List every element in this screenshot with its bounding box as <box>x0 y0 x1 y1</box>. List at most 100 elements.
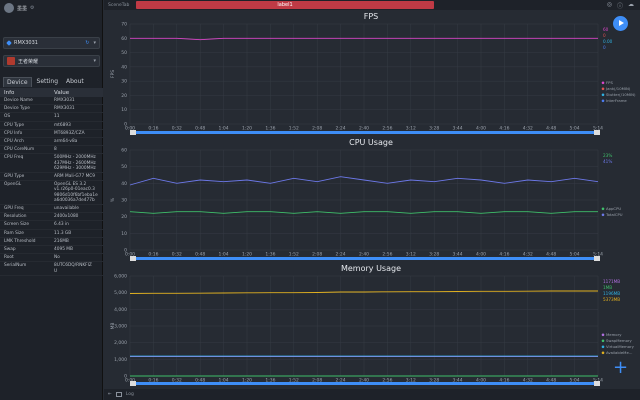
fps-timeline-scrollbar[interactable] <box>130 130 600 135</box>
current-value-label: 60 <box>603 27 609 32</box>
memory-timeline-scrollbar[interactable] <box>130 381 600 386</box>
x-tick-label: 2:24 <box>336 378 346 384</box>
fps-chart-title: FPS <box>363 12 379 21</box>
tab-device[interactable]: Device <box>3 77 32 87</box>
current-value-label: 0 <box>603 33 606 38</box>
legend-entry: InterFrame <box>606 98 627 103</box>
current-value-label: 1196MB <box>603 291 620 296</box>
row-key: Screen Size <box>4 222 29 228</box>
device-info-table: Info Value Device Name RMX3031 Device Type… <box>0 88 103 276</box>
x-tick-label: 4:16 <box>499 378 509 384</box>
x-tick-label: 2:56 <box>382 252 392 258</box>
row-value: No <box>54 255 60 261</box>
table-header: Info Value <box>0 88 103 97</box>
legend-entry: AppCPU <box>606 206 621 211</box>
scene-tab[interactable]: SceneTab <box>108 2 130 8</box>
device-select[interactable]: RMX3031 ↻ ▾ <box>3 37 100 49</box>
y-tick-label: 6,000 <box>114 274 127 280</box>
x-tick-label: 4:32 <box>523 252 533 258</box>
y-tick-label: 0 <box>124 248 127 254</box>
row-value: RMX3031 <box>54 106 75 112</box>
series-line-1 <box>129 176 599 186</box>
x-tick-label: 3:12 <box>406 126 416 132</box>
row-key: Device Type <box>4 106 30 112</box>
refresh-icon[interactable]: ↻ <box>85 40 90 46</box>
x-tick-label: 4:48 <box>546 378 556 384</box>
x-tick-label: 2:40 <box>359 378 369 384</box>
avatar[interactable] <box>4 3 14 13</box>
x-tick-label: 0:32 <box>172 378 182 384</box>
y-tick-label: 2,000 <box>114 340 127 346</box>
table-row: Root No <box>0 254 103 263</box>
user-panel[interactable]: 墨墨 ⚙ <box>4 3 35 13</box>
y-tick-label: 20 <box>121 214 127 220</box>
legend-marker <box>601 351 605 355</box>
cloud-icon[interactable]: ☁ <box>628 0 634 8</box>
log-tab[interactable]: Log <box>125 392 134 397</box>
expand-icon[interactable]: ⇤ <box>108 392 112 397</box>
table-row: SerialNum 8UTC6DQ/RNKFIZ U <box>0 262 103 276</box>
cpu-timeline-scrollbar[interactable] <box>130 256 600 261</box>
tab-setting[interactable]: Setting <box>36 78 59 85</box>
current-value-label: 5373MB <box>603 297 620 302</box>
series-line-3 <box>129 290 598 294</box>
legend-marker <box>601 99 605 103</box>
legend-marker <box>601 81 605 85</box>
play-button[interactable] <box>613 16 628 31</box>
current-value-label: 41% <box>603 159 612 164</box>
record-icon[interactable]: ◎ <box>606 0 612 8</box>
table-row: Swap 4095 MB <box>0 246 103 255</box>
x-tick-label: 2:08 <box>312 126 322 132</box>
current-value-label: 1MB <box>603 285 612 290</box>
chevron-down-icon: ▾ <box>93 58 96 64</box>
x-tick-label: 4:32 <box>523 126 533 132</box>
y-tick-label: 60 <box>121 36 127 42</box>
y-tick-label: 60 <box>121 148 127 154</box>
x-tick-label: 4:48 <box>546 252 556 258</box>
legend-entry: Stutter(/10MIN) <box>606 92 636 97</box>
y-axis-label: % <box>110 197 116 202</box>
row-key: SerialNum <box>4 263 27 269</box>
header-info: Info <box>4 89 15 96</box>
table-row: Device Name RMX3031 <box>0 97 103 106</box>
app-select[interactable]: 王者荣耀 ▾ <box>3 55 100 67</box>
legend-marker <box>601 345 605 349</box>
add-button[interactable]: + <box>613 357 629 378</box>
info-icon[interactable]: ⓘ <box>616 2 623 10</box>
legend-entry: AvailableMe... <box>606 350 632 355</box>
table-row: CPU CoreNum 8 <box>0 146 103 155</box>
app-select-value: 王者荣耀 <box>18 58 39 65</box>
android-icon <box>6 40 12 46</box>
x-tick-label: 1:52 <box>289 378 299 384</box>
table-row: CPU Arch arm64-v8a <box>0 138 103 147</box>
x-tick-label: 2:56 <box>382 378 392 384</box>
label-bar[interactable]: label1 <box>136 1 434 9</box>
y-tick-label: 0 <box>124 374 127 380</box>
row-key: CPU Info <box>4 130 23 136</box>
row-value: arm64-v8a <box>54 139 78 145</box>
row-key: Root <box>4 255 14 261</box>
y-tick-label: 4,000 <box>114 307 127 313</box>
y-axis-label: MB <box>110 323 116 330</box>
row-value: 11.3 GB <box>54 230 72 236</box>
x-tick-label: 0:32 <box>172 126 182 132</box>
fps-chart-svg: 0 10 20 30 40 50 60 70 0:00 0:16 0:32 0:48 1:04 1:20 1… <box>110 22 636 132</box>
x-tick-label: 1:52 <box>289 126 299 132</box>
table-row: GPU Freq unavailable <box>0 205 103 214</box>
memory-chart-svg: 0 1,000 2,000 3,000 4,000 5,000 6,000 0:00 0:16 0… <box>110 274 635 384</box>
settings-icon[interactable]: ⚙ <box>30 5 35 11</box>
x-tick-label: 4:16 <box>499 252 509 258</box>
x-tick-label: 0:48 <box>195 252 205 258</box>
user-name: 墨墨 <box>17 5 28 12</box>
x-tick-label: 1:36 <box>265 126 275 132</box>
sidebar: 墨墨 ⚙ RMX3031 ↻ ▾ 王者荣耀 ▾ Device Setting Ab… <box>0 0 103 400</box>
row-key: OS <box>4 114 11 120</box>
row-value: MT6893Z/CZA <box>54 130 85 136</box>
x-tick-label: 2:40 <box>359 126 369 132</box>
tab-about[interactable]: About <box>66 78 84 85</box>
y-tick-label: 5,000 <box>114 290 127 296</box>
x-tick-label: 1:36 <box>265 378 275 384</box>
y-tick-label: 50 <box>121 50 127 56</box>
row-value: 2400x1080 <box>54 214 79 220</box>
cpu-chart-svg: 0 10 20 30 40 50 60 0:00 0:16 0:32 0:48 1:04 1:20 1:3… <box>110 148 623 258</box>
